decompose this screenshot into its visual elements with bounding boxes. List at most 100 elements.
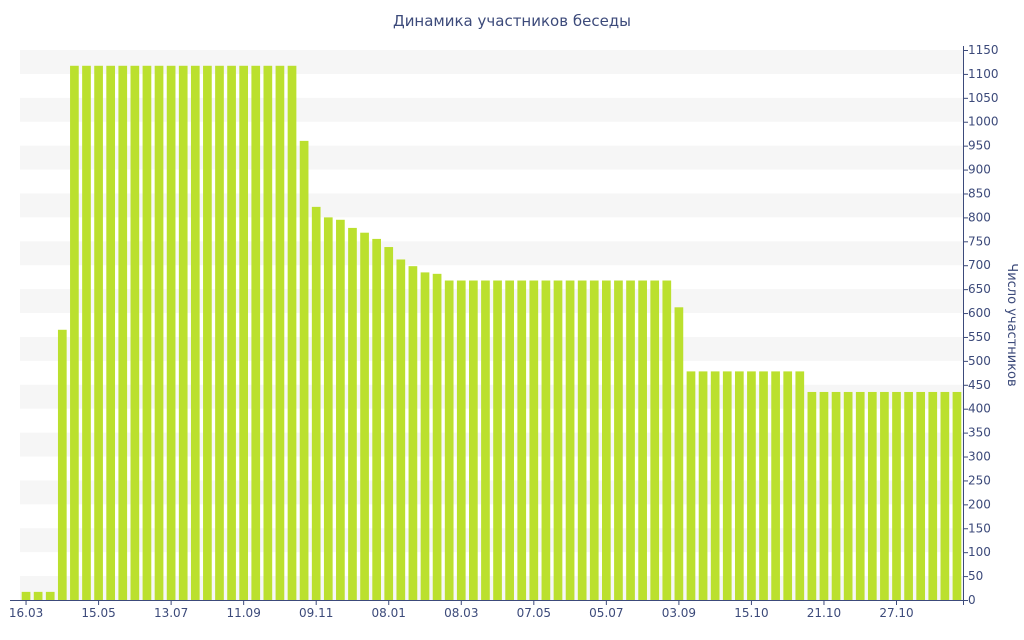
bar — [178, 65, 188, 600]
y-tick-label: 1100 — [968, 67, 999, 81]
x-tick-label: 13.07 — [154, 606, 188, 620]
bar — [469, 280, 478, 600]
bar — [517, 280, 527, 600]
bar — [638, 280, 647, 600]
bar — [21, 591, 31, 600]
bar — [57, 329, 67, 600]
bar — [263, 65, 273, 600]
y-tick-label: 1000 — [968, 115, 999, 129]
bar — [541, 280, 551, 600]
y-tick-label: 550 — [968, 330, 991, 344]
x-tick-label: 21.10 — [807, 606, 841, 620]
bar — [432, 273, 442, 600]
y-tick-label: 600 — [968, 306, 991, 320]
bar — [855, 391, 865, 600]
bar — [783, 371, 793, 600]
bar — [928, 391, 938, 600]
x-tick-label: 27.10 — [879, 606, 913, 620]
y-tick-label: 250 — [968, 473, 991, 487]
bar — [384, 247, 394, 601]
bar — [493, 280, 502, 600]
y-tick-label: 800 — [968, 210, 991, 224]
bar — [771, 371, 780, 600]
bar — [130, 65, 140, 600]
bar — [626, 280, 635, 600]
bar — [360, 232, 369, 600]
x-tick-label: 05.07 — [589, 606, 623, 620]
bar — [686, 371, 696, 600]
bar — [819, 391, 829, 600]
bar — [577, 280, 587, 600]
bar — [45, 591, 55, 600]
bar — [348, 227, 357, 600]
y-tick-label: 850 — [968, 186, 991, 200]
bar — [190, 65, 200, 600]
bar — [867, 391, 877, 600]
x-tick-label: 09.11 — [299, 606, 333, 620]
bar — [650, 280, 660, 600]
bar — [118, 65, 128, 600]
bar — [106, 65, 116, 600]
bar — [843, 391, 853, 600]
bar — [529, 280, 539, 600]
bar — [215, 65, 224, 600]
x-tick-label: 11.09 — [226, 606, 260, 620]
bar — [299, 140, 309, 600]
bar — [82, 65, 91, 600]
bar — [698, 371, 708, 600]
bar — [166, 65, 176, 600]
bar — [142, 65, 152, 600]
y-tick-label: 50 — [968, 569, 983, 583]
bar — [287, 65, 297, 600]
y-tick-label: 750 — [968, 234, 991, 248]
y-tick-label: 950 — [968, 139, 991, 153]
y-tick-label: 400 — [968, 402, 991, 416]
bar — [602, 280, 611, 600]
bar — [734, 371, 744, 600]
bar — [251, 65, 261, 600]
bar — [33, 591, 43, 600]
bar — [662, 280, 672, 600]
bar — [154, 65, 164, 600]
x-tick-label: 08.03 — [444, 606, 478, 620]
bar — [70, 65, 79, 600]
bar — [311, 206, 321, 600]
x-tick-label: 07.05 — [517, 606, 551, 620]
bar — [275, 65, 285, 600]
y-tick-label: 100 — [968, 545, 991, 559]
y-tick-label: 1050 — [968, 91, 999, 105]
bar — [336, 219, 345, 600]
y-tick-label: 150 — [968, 521, 991, 535]
bar — [674, 307, 684, 600]
bar — [710, 371, 720, 600]
y-tick-label: 1150 — [968, 43, 999, 57]
bar — [916, 391, 926, 600]
bar — [759, 371, 768, 600]
bar — [396, 259, 406, 600]
bar — [481, 280, 490, 600]
x-tick-label: 16.03 — [9, 606, 43, 620]
y-axis-label: Число участников — [1004, 263, 1019, 386]
x-tick-label: 15.10 — [734, 606, 768, 620]
bar — [227, 65, 236, 600]
x-tick-label: 15.05 — [81, 606, 115, 620]
bar — [722, 371, 732, 600]
bar — [203, 65, 212, 600]
bar — [553, 280, 563, 600]
bar — [807, 391, 817, 600]
y-tick-label: 650 — [968, 282, 991, 296]
bar — [372, 238, 381, 600]
y-tick-label: 500 — [968, 354, 991, 368]
bar — [589, 280, 599, 600]
y-tick-label: 700 — [968, 258, 991, 272]
chart-title: Динамика участников беседы — [392, 12, 632, 30]
bar — [505, 280, 514, 600]
bar — [747, 371, 756, 600]
y-tick-label: 450 — [968, 378, 991, 392]
x-tick-label: 08.01 — [372, 606, 406, 620]
bar — [952, 391, 962, 600]
bar — [795, 371, 805, 600]
bar — [456, 280, 466, 600]
